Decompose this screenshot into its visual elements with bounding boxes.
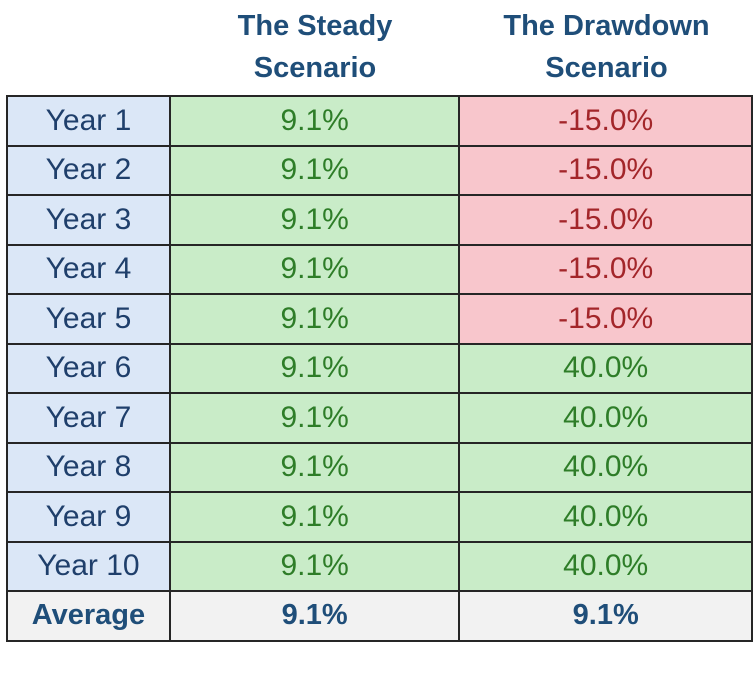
table-row: Year 8 9.1% 40.0% (6, 441, 753, 493)
average-label-cell: Average (6, 590, 171, 642)
table-row: Year 7 9.1% 40.0% (6, 392, 753, 444)
drawdown-return-cell: 40.0% (458, 540, 753, 592)
header-steady-line-1: The Steady (237, 10, 393, 42)
year-label-cell: Year 10 (6, 540, 171, 592)
steady-return-cell: 9.1% (168, 392, 461, 444)
table-row: Year 1 9.1% -15.0% (6, 95, 753, 147)
steady-return-cell: 9.1% (168, 95, 461, 147)
year-label-cell: Year 5 (6, 293, 171, 345)
steady-return-cell: 9.1% (168, 243, 461, 295)
steady-return-cell: 9.1% (168, 194, 461, 246)
year-label-cell: Year 8 (6, 441, 171, 493)
drawdown-return-cell: 40.0% (458, 491, 753, 543)
header-drawdown-line-2: Scenario (545, 52, 668, 84)
steady-return-cell: 9.1% (168, 491, 461, 543)
year-label-cell: Year 6 (6, 342, 171, 394)
drawdown-return-cell: -15.0% (458, 194, 753, 246)
steady-return-cell: 9.1% (168, 293, 461, 345)
header-steady-scenario: The Steady Scenario (170, 0, 460, 94)
steady-return-cell: 9.1% (168, 441, 461, 493)
drawdown-return-cell: 40.0% (458, 441, 753, 493)
year-label-cell: Year 3 (6, 194, 171, 246)
year-label-cell: Year 7 (6, 392, 171, 444)
header-steady-line-2: Scenario (253, 52, 377, 84)
drawdown-return-cell: -15.0% (458, 293, 753, 345)
drawdown-return-cell: -15.0% (458, 243, 753, 295)
drawdown-return-cell: 40.0% (458, 342, 753, 394)
returns-table: Year 1 9.1% -15.0% Year 2 9.1% -15.0% Year 3 9.… (6, 95, 753, 642)
steady-return-cell: 9.1% (168, 540, 461, 592)
header-drawdown-scenario: The Drawdown Scenario (460, 0, 753, 94)
table-row: Year 2 9.1% -15.0% (6, 144, 753, 196)
returns-table-body: Year 1 9.1% -15.0% Year 2 9.1% -15.0% Year 3 9.… (6, 95, 753, 642)
steady-return-cell: 9.1% (168, 144, 461, 196)
table-row: Year 5 9.1% -15.0% (6, 293, 753, 345)
table-row: Year 6 9.1% 40.0% (6, 342, 753, 394)
table-row: Year 9 9.1% 40.0% (6, 491, 753, 543)
year-label-cell: Year 1 (6, 95, 171, 147)
drawdown-return-cell: 40.0% (458, 392, 753, 444)
table-row: Year 3 9.1% -15.0% (6, 194, 753, 246)
header-drawdown-line-1: The Drawdown (503, 10, 710, 42)
table-row: Year 10 9.1% 40.0% (6, 540, 753, 592)
average-steady-cell: 9.1% (168, 590, 461, 642)
drawdown-return-cell: -15.0% (458, 95, 753, 147)
year-label-cell: Year 4 (6, 243, 171, 295)
year-label-cell: Year 9 (6, 491, 171, 543)
year-label-cell: Year 2 (6, 144, 171, 196)
steady-return-cell: 9.1% (168, 342, 461, 394)
column-headers: The Steady Scenario The Drawdown Scenari… (0, 0, 753, 94)
drawdown-return-cell: -15.0% (458, 144, 753, 196)
average-drawdown-cell: 9.1% (458, 590, 753, 642)
table-row: Year 4 9.1% -15.0% (6, 243, 753, 295)
average-row: Average 9.1% 9.1% (6, 590, 753, 642)
